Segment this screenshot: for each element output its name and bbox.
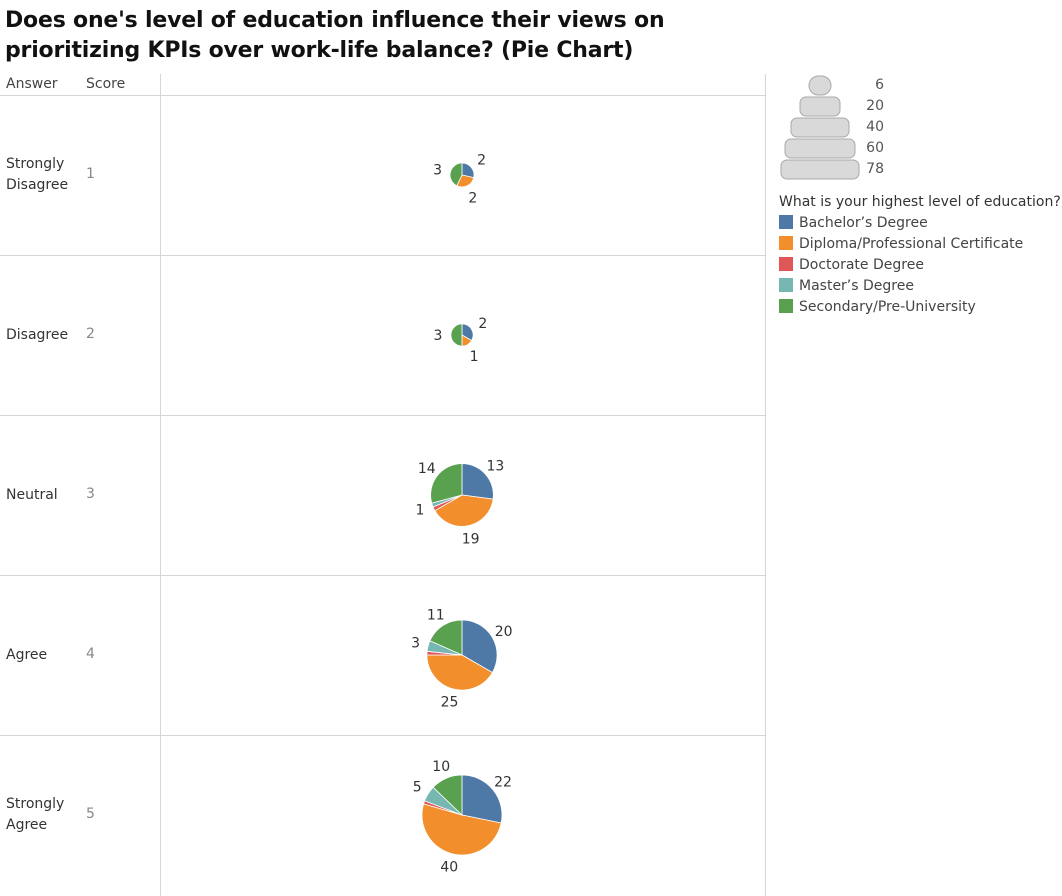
chart-title: Does one's level of education influence … — [5, 8, 665, 63]
slice-data-label: 19 — [462, 532, 480, 548]
slice-data-label: 20 — [495, 624, 513, 640]
legend-title: What is your highest level of education? — [779, 194, 1061, 210]
slice-data-label: 2 — [478, 316, 487, 332]
size-legend-label: 40 — [866, 119, 884, 135]
legend-label: Secondary/Pre-University — [799, 299, 976, 315]
pie-slice — [461, 463, 494, 500]
slice-data-label: 2 — [477, 152, 486, 168]
pie-slice — [432, 774, 463, 816]
slice-data-label: 22 — [494, 774, 512, 790]
pie-slice — [461, 619, 498, 674]
size-legend-shape — [780, 159, 860, 180]
row-divider — [0, 575, 766, 576]
slice-data-label: 1 — [470, 349, 479, 365]
row-score: 3 — [86, 486, 95, 502]
column-divider — [160, 74, 161, 896]
legend-swatch — [779, 278, 793, 292]
legend-swatch — [779, 215, 793, 229]
slice-data-label: 25 — [441, 694, 459, 710]
row-answer-label: Strongly Disagree — [6, 156, 69, 193]
row-divider — [0, 255, 766, 256]
column-divider-right — [765, 74, 766, 896]
row-score: 2 — [86, 326, 95, 342]
pie-slice — [429, 619, 463, 656]
score-header: Score — [86, 76, 126, 92]
size-legend-label: 78 — [866, 161, 884, 177]
slice-data-label: 3 — [411, 636, 420, 652]
size-legend-shape — [784, 138, 856, 159]
slice-data-label: 2 — [468, 191, 477, 207]
row-answer-label: Agree — [6, 646, 48, 663]
pie-slice — [421, 803, 502, 856]
slice-data-label: 11 — [427, 608, 445, 624]
pie-slice — [461, 774, 503, 824]
row-divider — [0, 415, 766, 416]
legend-label: Master’s Degree — [799, 278, 914, 294]
size-legend — [780, 75, 860, 180]
row-score: 1 — [86, 166, 95, 182]
pie-slice — [434, 494, 494, 527]
slice-data-label: 13 — [486, 459, 504, 475]
pie-slice — [430, 463, 463, 504]
slice-data-label: 10 — [432, 759, 450, 775]
pie-slice — [426, 654, 493, 691]
legend-item[interactable]: Doctorate Degree — [779, 256, 924, 277]
row-score: 4 — [86, 646, 95, 662]
pie-slice — [450, 323, 463, 347]
size-legend-shape — [808, 75, 832, 96]
row-score: 5 — [86, 806, 95, 822]
legend-swatch — [779, 257, 793, 271]
row-answer-label: Strongly Agree — [6, 796, 65, 833]
pie-slice — [449, 162, 463, 187]
slice-data-label: 40 — [440, 859, 458, 875]
row-answer-label: Neutral — [6, 486, 58, 503]
size-legend-label: 60 — [866, 140, 884, 156]
answer-header: Answer — [6, 76, 58, 92]
legend-item[interactable]: Bachelor’s Degree — [779, 214, 928, 235]
legend-label: Bachelor’s Degree — [799, 215, 928, 231]
row-answer-label: Disagree — [6, 326, 69, 343]
slice-data-label: 1 — [416, 502, 425, 518]
header-divider — [0, 95, 766, 96]
legend-label: Diploma/Professional Certificate — [799, 236, 1024, 252]
legend-item[interactable]: Diploma/Professional Certificate — [779, 235, 1023, 256]
slice-data-label: 3 — [433, 162, 442, 178]
legend-swatch — [779, 236, 793, 250]
legend-swatch — [779, 299, 793, 313]
size-legend-label: 20 — [866, 98, 884, 114]
row-divider — [0, 735, 766, 736]
slice-data-label: 5 — [413, 780, 422, 796]
slice-data-label: 14 — [418, 461, 436, 477]
legend-item[interactable]: Secondary/Pre-University — [779, 298, 976, 319]
size-legend-label: 6 — [875, 77, 884, 93]
size-legend-shape — [799, 96, 841, 117]
size-legend-shape — [790, 117, 850, 138]
legend-label: Doctorate Degree — [799, 257, 924, 273]
slice-data-label: 3 — [433, 328, 442, 344]
legend-item[interactable]: Master’s Degree — [779, 277, 914, 298]
